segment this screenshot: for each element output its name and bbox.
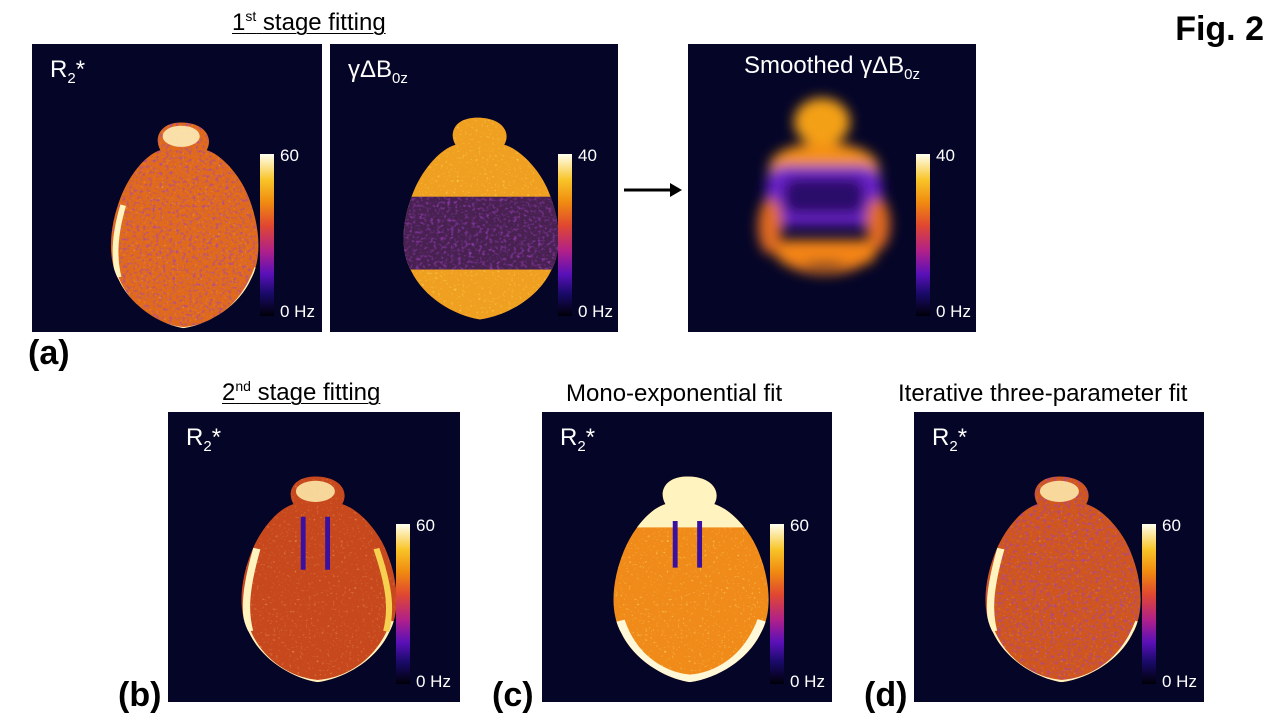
map-label: R2* <box>560 424 596 455</box>
map-b-r2star: R2* 60 0 Hz <box>168 412 460 702</box>
colorbar-min-label: 0 Hz <box>578 302 613 321</box>
map-a-field-inhomogeneity: γΔB0z 40 0 Hz <box>330 44 618 332</box>
colorbar-max-label: 60 <box>280 146 299 165</box>
map-label: R2* <box>186 424 222 455</box>
colorbar <box>396 524 410 684</box>
map-label: γΔB0z <box>348 56 408 87</box>
colorbar <box>260 154 274 316</box>
colorbar-min-label: 0 Hz <box>936 302 971 321</box>
map-a-r2star: R2* 60 0 Hz <box>32 44 322 332</box>
brain-map-image <box>613 476 769 683</box>
map-label: R2* <box>50 56 86 87</box>
iterative-fit-title: Iterative three-parameter fit <box>898 380 1188 407</box>
colorbar <box>558 154 572 316</box>
colorbar <box>916 154 930 316</box>
brain-map-image <box>985 476 1141 683</box>
colorbar-max-label: 40 <box>578 146 597 165</box>
colorbar-min-label: 0 Hz <box>1162 672 1197 691</box>
panel-label-c: (c) <box>492 676 534 714</box>
colorbar-max-label: 40 <box>936 146 955 165</box>
colorbar-max-label: 60 <box>790 516 809 535</box>
panel-label-a: (a) <box>28 334 70 372</box>
arrow-right-icon <box>624 183 682 197</box>
stage2-title: 2nd stage fitting <box>222 378 381 406</box>
colorbar <box>1142 524 1156 684</box>
figure-label: Fig. 2 <box>1175 10 1264 48</box>
brain-map-image <box>110 122 259 329</box>
map-a-smoothed-field: Smoothed γΔB0z 40 0 Hz <box>688 44 976 332</box>
map-label: Smoothed γΔB0z <box>744 52 920 83</box>
colorbar-min-label: 0 Hz <box>790 672 825 691</box>
colorbar-min-label: 0 Hz <box>416 672 451 691</box>
brain-map-image <box>758 98 890 274</box>
colorbar-min-label: 0 Hz <box>280 302 315 321</box>
colorbar <box>770 524 784 684</box>
stage1-title: 1st stage fitting <box>232 8 386 36</box>
panel-label-b: (b) <box>118 676 162 714</box>
map-d-r2star: R2* 60 0 Hz <box>914 412 1204 702</box>
map-label: R2* <box>932 424 968 455</box>
panel-label-d: (d) <box>864 676 908 714</box>
brain-map-image <box>403 117 559 320</box>
colorbar-max-label: 60 <box>1162 516 1181 535</box>
map-c-r2star: R2* 60 0 Hz <box>542 412 832 702</box>
brain-map-image <box>241 476 397 683</box>
mono-exponential-title: Mono-exponential fit <box>566 380 783 407</box>
colorbar-max-label: 60 <box>416 516 435 535</box>
